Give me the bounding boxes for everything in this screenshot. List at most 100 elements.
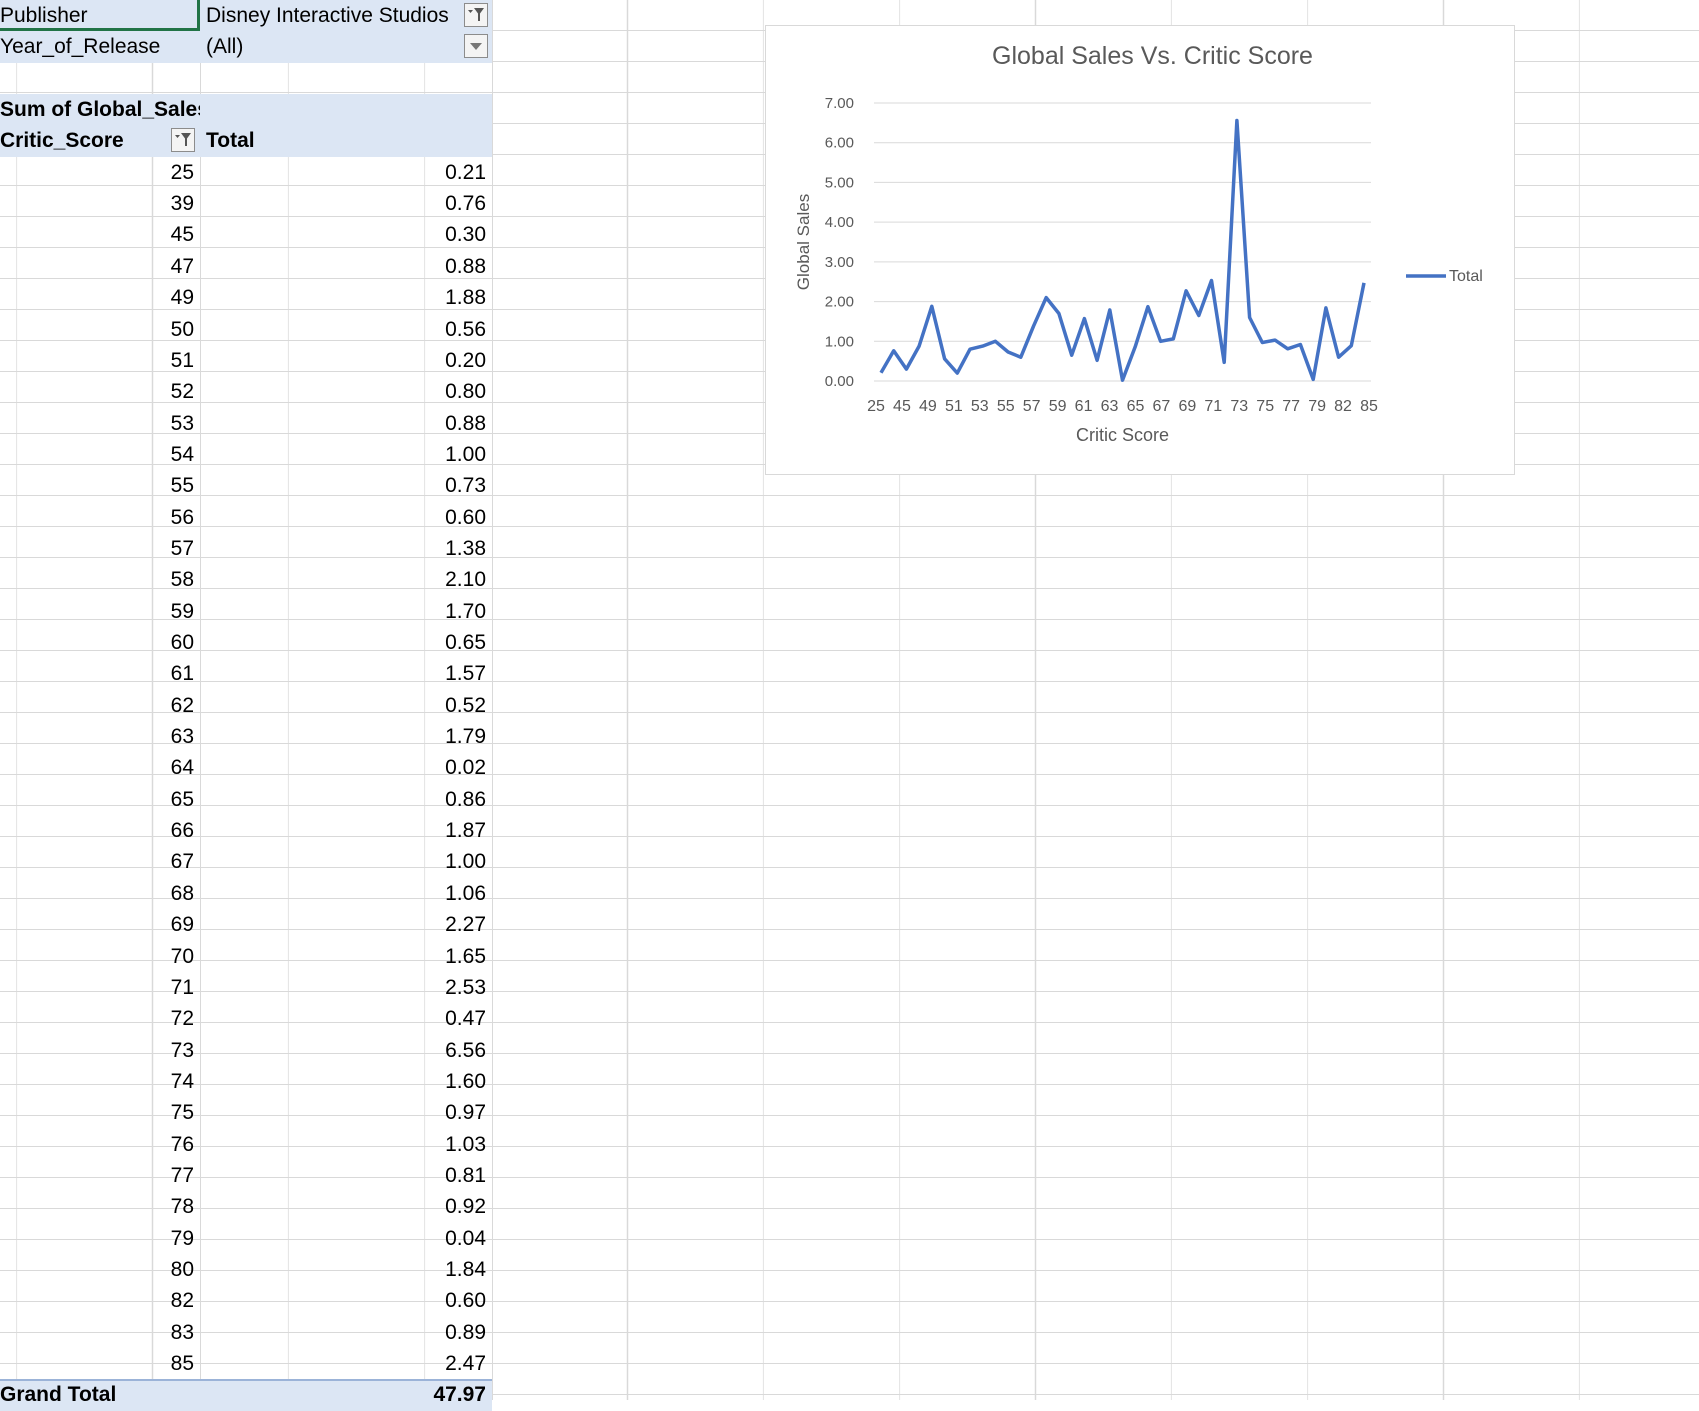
critic-score-cell[interactable]: 65 (0, 784, 200, 815)
critic-score-cell[interactable]: 76 (0, 1129, 200, 1160)
dropdown-arrow-icon (465, 35, 487, 57)
y-tick-label: 0.00 (825, 373, 854, 390)
x-tick-label: 53 (971, 398, 989, 415)
total-cell[interactable]: 1.57 (200, 658, 492, 689)
x-tick-label: 61 (1075, 398, 1093, 415)
critic-score-cell[interactable]: 83 (0, 1317, 200, 1348)
critic-score-cell[interactable]: 56 (0, 502, 200, 533)
total-cell[interactable]: 2.27 (200, 909, 492, 940)
total-cell[interactable]: 0.76 (200, 188, 492, 219)
critic-score-cell[interactable]: 75 (0, 1097, 200, 1128)
total-cell[interactable]: 1.38 (200, 533, 492, 564)
total-cell[interactable]: 1.60 (200, 1066, 492, 1097)
total-cell[interactable]: 2.53 (200, 972, 492, 1003)
critic-score-cell[interactable]: 73 (0, 1035, 200, 1066)
total-cell[interactable]: 1.87 (200, 815, 492, 846)
filter-value[interactable]: Disney Interactive Studios (206, 0, 458, 31)
total-cell[interactable]: 0.80 (200, 376, 492, 407)
total-cell[interactable]: 2.10 (200, 564, 492, 595)
critic-score-cell[interactable]: 68 (0, 878, 200, 909)
total-cell[interactable]: 0.88 (200, 251, 492, 282)
total-cell[interactable]: 1.06 (200, 878, 492, 909)
x-tick-label: 55 (997, 398, 1015, 415)
critic-score-cell[interactable]: 39 (0, 188, 200, 219)
critic-score-cell[interactable]: 63 (0, 721, 200, 752)
critic-score-cell[interactable]: 74 (0, 1066, 200, 1097)
critic-score-cell[interactable]: 54 (0, 439, 200, 470)
critic-score-cell[interactable]: 79 (0, 1223, 200, 1254)
critic-score-cell[interactable]: 49 (0, 282, 200, 313)
total-cell[interactable]: 0.21 (200, 157, 492, 188)
total-cell[interactable]: 1.00 (200, 439, 492, 470)
y-tick-label: 4.00 (825, 214, 854, 231)
critic-score-cell[interactable]: 50 (0, 314, 200, 345)
x-tick-label: 75 (1256, 398, 1274, 415)
x-tick-label: 82 (1334, 398, 1352, 415)
total-cell[interactable]: 0.47 (200, 1003, 492, 1034)
total-cell[interactable]: 0.02 (200, 752, 492, 783)
total-cell[interactable]: 0.30 (200, 219, 492, 250)
total-cell[interactable]: 0.60 (200, 1285, 492, 1316)
grand-total-value: 47.97 (200, 1379, 492, 1410)
total-cell[interactable]: 0.89 (200, 1317, 492, 1348)
critic-score-cell[interactable]: 82 (0, 1285, 200, 1316)
critic-score-cell[interactable]: 53 (0, 408, 200, 439)
critic-score-cell[interactable]: 85 (0, 1348, 200, 1379)
critic-score-cell[interactable]: 25 (0, 157, 200, 188)
total-cell[interactable]: 1.79 (200, 721, 492, 752)
critic-score-cell[interactable]: 80 (0, 1254, 200, 1285)
total-cell[interactable]: 0.97 (200, 1097, 492, 1128)
total-cell[interactable]: 0.86 (200, 784, 492, 815)
critic-score-cell[interactable]: 60 (0, 627, 200, 658)
critic-score-cell[interactable]: 52 (0, 376, 200, 407)
critic-score-cell[interactable]: 71 (0, 972, 200, 1003)
critic-score-cell[interactable]: 62 (0, 690, 200, 721)
total-cell[interactable]: 1.65 (200, 941, 492, 972)
total-cell[interactable]: 0.92 (200, 1191, 492, 1222)
critic-score-cell[interactable]: 55 (0, 470, 200, 501)
critic-score-cell[interactable]: 61 (0, 658, 200, 689)
critic-score-cell[interactable]: 70 (0, 941, 200, 972)
critic-score-cell[interactable]: 67 (0, 846, 200, 877)
filter-active-icon (465, 4, 487, 26)
critic-score-cell[interactable]: 51 (0, 345, 200, 376)
column-divider (492, 0, 493, 1400)
total-cell[interactable]: 1.00 (200, 846, 492, 877)
total-cell[interactable]: 2.47 (200, 1348, 492, 1379)
critic-score-cell[interactable]: 58 (0, 564, 200, 595)
total-cell[interactable]: 0.88 (200, 408, 492, 439)
total-cell[interactable]: 0.60 (200, 502, 492, 533)
chart-title: Global Sales Vs. Critic Score (992, 42, 1313, 70)
total-cell[interactable]: 1.70 (200, 596, 492, 627)
total-cell[interactable]: 1.84 (200, 1254, 492, 1285)
y-tick-label: 5.00 (825, 174, 854, 191)
critic-score-cell[interactable]: 72 (0, 1003, 200, 1034)
critic-score-cell[interactable]: 57 (0, 533, 200, 564)
critic-score-cell[interactable]: 64 (0, 752, 200, 783)
critic-score-cell[interactable]: 66 (0, 815, 200, 846)
total-cell[interactable]: 1.88 (200, 282, 492, 313)
total-cell[interactable]: 0.81 (200, 1160, 492, 1191)
total-cell[interactable]: 0.73 (200, 470, 492, 501)
total-cell[interactable]: 0.20 (200, 345, 492, 376)
total-cell[interactable]: 0.56 (200, 314, 492, 345)
filter-value[interactable]: (All) (206, 31, 458, 62)
year-filter-button[interactable] (464, 34, 488, 58)
total-cell[interactable]: 0.65 (200, 627, 492, 658)
publisher-filter-button[interactable] (464, 3, 488, 27)
total-cell[interactable]: 0.52 (200, 690, 492, 721)
legend-label: Total (1449, 268, 1483, 285)
x-tick-label: 85 (1360, 398, 1378, 415)
total-cell[interactable]: 0.04 (200, 1223, 492, 1254)
critic-score-cell[interactable]: 69 (0, 909, 200, 940)
critic-score-cell[interactable]: 59 (0, 596, 200, 627)
total-cell[interactable]: 1.03 (200, 1129, 492, 1160)
total-cell[interactable]: 6.56 (200, 1035, 492, 1066)
critic-score-cell[interactable]: 78 (0, 1191, 200, 1222)
critic-score-cell[interactable]: 45 (0, 219, 200, 250)
critic-score-cell[interactable]: 77 (0, 1160, 200, 1191)
critic-score-filter-button[interactable] (171, 128, 195, 152)
x-tick-label: 67 (1153, 398, 1171, 415)
critic-score-cell[interactable]: 47 (0, 251, 200, 282)
